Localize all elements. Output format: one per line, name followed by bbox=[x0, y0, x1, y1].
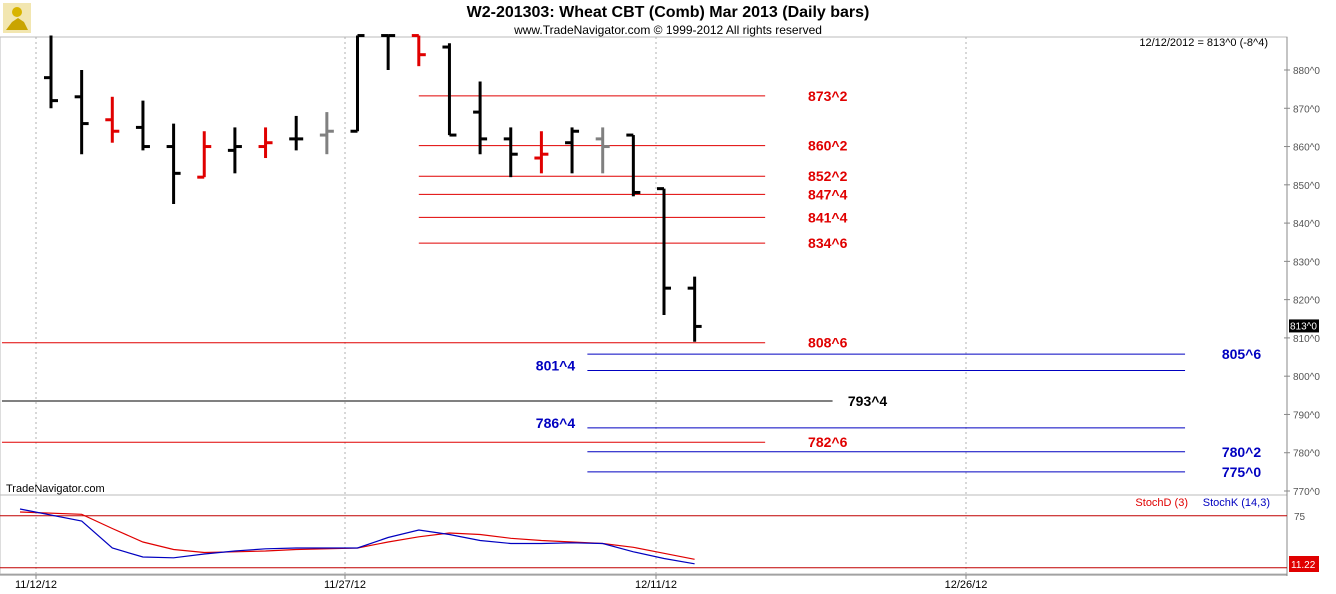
y-tick-label: 770^0 bbox=[1293, 487, 1320, 498]
last-price-label: 813^0 bbox=[1290, 321, 1317, 332]
ohlc-bar bbox=[197, 131, 212, 179]
ohlc-bar bbox=[381, 34, 396, 70]
x-tick-label: 12/26/12 bbox=[945, 579, 988, 591]
ohlc-bar bbox=[411, 34, 426, 67]
x-tick-label: 11/27/12 bbox=[324, 579, 366, 591]
stoch-d-legend: StochD (3) bbox=[1135, 497, 1188, 509]
level-label: 834^6 bbox=[808, 235, 848, 251]
level-label: 841^4 bbox=[808, 209, 848, 225]
watermark-text: TradeNavigator.com bbox=[6, 483, 105, 495]
level-label: 808^6 bbox=[808, 335, 848, 351]
ohlc-bar bbox=[135, 100, 150, 151]
level-label: 786^4 bbox=[536, 415, 576, 431]
level-label: 780^2 bbox=[1222, 444, 1262, 460]
y-tick-label: 780^0 bbox=[1293, 449, 1320, 460]
ohlc-bar bbox=[503, 127, 518, 178]
ohlc-bar bbox=[350, 34, 365, 133]
level-label: 805^6 bbox=[1222, 346, 1262, 362]
y-tick-label: 830^0 bbox=[1293, 257, 1320, 268]
level-label: 852^2 bbox=[808, 168, 848, 184]
y-tick-label: 800^0 bbox=[1293, 372, 1320, 383]
level-label: 782^6 bbox=[808, 434, 848, 450]
x-tick-label: 12/11/12 bbox=[635, 579, 677, 591]
stochastic-lines: 75 11.22 bbox=[0, 508, 1319, 572]
ohlc-bar bbox=[657, 187, 671, 315]
last-bar-info: 12/12/2012 = 813^0 (-8^4) bbox=[1139, 37, 1268, 49]
level-label: 860^2 bbox=[808, 138, 848, 154]
price-levels: 873^2 860^2 852^2 847^4 841^4 834^6 808^6 805^6… bbox=[1, 88, 1262, 480]
ohlc-bar bbox=[319, 112, 334, 155]
x-axis: 11/12/12 11/27/12 12/11/12 12/26/12 bbox=[0, 574, 1287, 591]
stoch-tick-label: 75 bbox=[1294, 512, 1306, 523]
y-tick-label: 870^0 bbox=[1293, 104, 1320, 115]
trade-navigator-logo bbox=[3, 3, 31, 33]
stoch-last-value-box bbox=[1289, 556, 1319, 572]
ohlc-bar bbox=[473, 81, 488, 155]
y-tick-label: 820^0 bbox=[1293, 296, 1320, 307]
ohlc-bars bbox=[44, 34, 702, 342]
level-label: 847^4 bbox=[808, 186, 848, 202]
ohlc-bar bbox=[626, 133, 641, 197]
ohlc-bar bbox=[687, 276, 702, 342]
ohlc-bar bbox=[258, 127, 273, 159]
level-label: 873^2 bbox=[808, 88, 848, 104]
ohlc-bar bbox=[74, 70, 89, 155]
last-price-box bbox=[1289, 319, 1319, 333]
y-tick-label: 880^0 bbox=[1293, 66, 1320, 77]
ohlc-bar bbox=[534, 131, 549, 174]
level-label: 775^0 bbox=[1222, 464, 1262, 480]
stoch-last-value-label: 11.22 bbox=[1291, 560, 1316, 571]
y-tick-label: 850^0 bbox=[1293, 181, 1320, 192]
stoch-k-legend: StochK (14,3) bbox=[1203, 497, 1270, 509]
stoch-series-line bbox=[19, 508, 695, 565]
chart-title: W2-201303: Wheat CBT (Comb) Mar 2013 (Da… bbox=[467, 4, 870, 21]
x-tick-label: 11/12/12 bbox=[15, 579, 57, 591]
y-tick-label: 810^0 bbox=[1293, 334, 1320, 345]
ohlc-bar bbox=[227, 127, 242, 174]
level-label: 793^4 bbox=[848, 393, 888, 409]
ohlc-bar bbox=[166, 123, 181, 204]
ohlc-bar bbox=[442, 43, 457, 137]
copyright-text: www.TradeNavigator.com © 1999-2012 All r… bbox=[513, 23, 822, 37]
ohlc-bar bbox=[565, 127, 580, 174]
y-axis: 770^0 780^0 790^0 800^0 810^0 820^0 830^0 840^0… bbox=[1284, 66, 1320, 498]
y-tick-label: 840^0 bbox=[1293, 219, 1320, 230]
last-price-marker: 813^0 bbox=[1289, 319, 1319, 333]
y-tick-label: 790^0 bbox=[1293, 410, 1320, 421]
stochastic-legend: StochD (3) StochK (14,3) bbox=[1135, 497, 1270, 509]
level-label: 801^4 bbox=[536, 357, 576, 373]
ohlc-bar bbox=[595, 127, 610, 174]
ohlc-bar bbox=[44, 35, 58, 109]
ohlc-bar bbox=[105, 96, 120, 143]
y-tick-label: 860^0 bbox=[1293, 143, 1320, 154]
ohlc-bar bbox=[289, 115, 304, 151]
